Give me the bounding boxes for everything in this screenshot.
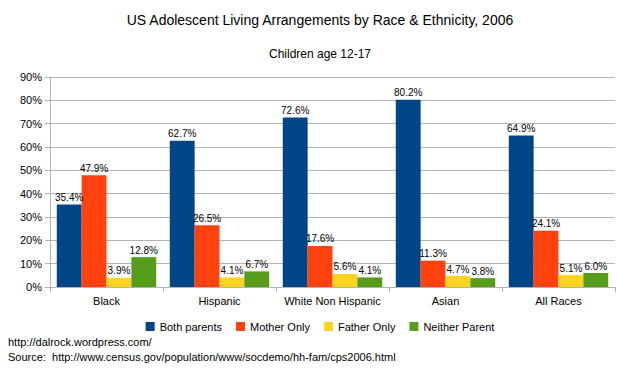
svg-text:Hispanic: Hispanic: [198, 295, 241, 307]
svg-text:4.1%: 4.1%: [358, 265, 381, 276]
svg-text:60%: 60%: [20, 141, 42, 153]
svg-text:11.3%: 11.3%: [419, 248, 447, 259]
svg-text:Black: Black: [93, 295, 120, 307]
svg-text:3.9%: 3.9%: [108, 265, 131, 276]
svg-text:Source: http://www.census.gov: Source: http://www.census.gov/population…: [8, 351, 396, 363]
svg-text:17.6%: 17.6%: [306, 233, 334, 244]
svg-text:90%: 90%: [20, 71, 42, 83]
svg-text:20%: 20%: [20, 234, 42, 246]
svg-text:Neither Parent: Neither Parent: [423, 321, 494, 333]
svg-text:10%: 10%: [20, 258, 42, 270]
svg-text:White Non Hispanic: White Non Hispanic: [284, 295, 381, 307]
svg-text:Both parents: Both parents: [160, 321, 223, 333]
svg-text:All Races: All Races: [535, 295, 582, 307]
svg-text:4.7%: 4.7%: [447, 264, 470, 275]
svg-text:6.0%: 6.0%: [584, 261, 607, 272]
svg-text:50%: 50%: [20, 164, 42, 176]
svg-text:Children age 12-17: Children age 12-17: [269, 47, 371, 61]
svg-text:Mother Only: Mother Only: [250, 321, 310, 333]
svg-text:40%: 40%: [20, 188, 42, 200]
svg-text:70%: 70%: [20, 118, 42, 130]
svg-text:26.5%: 26.5%: [193, 213, 221, 224]
svg-text:Father Only: Father Only: [338, 321, 396, 333]
svg-text:30%: 30%: [20, 211, 42, 223]
svg-text:24.1%: 24.1%: [532, 218, 560, 229]
svg-text:4.1%: 4.1%: [221, 265, 244, 276]
svg-text:http://dalrock.wordpress.com/: http://dalrock.wordpress.com/: [8, 336, 153, 348]
svg-text:5.1%: 5.1%: [560, 263, 583, 274]
svg-text:35.4%: 35.4%: [55, 192, 83, 203]
svg-text:47.9%: 47.9%: [80, 163, 108, 174]
svg-text:0%: 0%: [26, 281, 42, 293]
svg-text:3.8%: 3.8%: [471, 266, 494, 277]
svg-text:Asian: Asian: [432, 295, 460, 307]
svg-text:6.7%: 6.7%: [245, 259, 268, 270]
svg-text:64.9%: 64.9%: [507, 123, 535, 134]
svg-text:12.8%: 12.8%: [130, 245, 158, 256]
svg-text:72.6%: 72.6%: [281, 105, 309, 116]
svg-text:62.7%: 62.7%: [168, 128, 196, 139]
svg-text:80.2%: 80.2%: [394, 87, 422, 98]
svg-text:US Adolescent Living Arrangeme: US Adolescent Living Arrangements by Rac…: [127, 12, 514, 28]
svg-text:5.6%: 5.6%: [334, 261, 357, 272]
svg-text:80%: 80%: [20, 94, 42, 106]
